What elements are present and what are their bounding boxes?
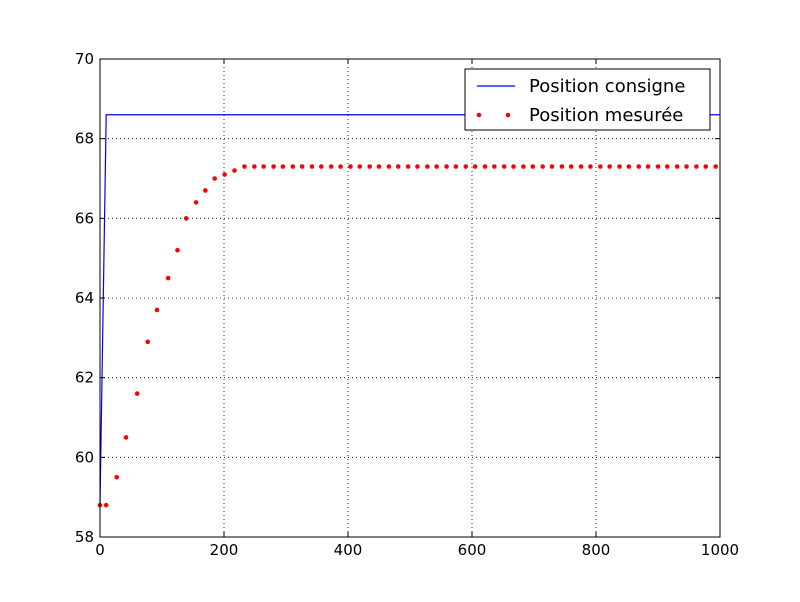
legend-swatch-marker [476, 112, 482, 118]
data-point-mesuree [415, 164, 420, 169]
data-point-mesuree [299, 164, 305, 169]
data-point-mesuree [453, 164, 459, 169]
x-tick-label: 1000 [701, 541, 739, 559]
y-tick-label: 70 [75, 50, 94, 68]
data-point-mesuree [395, 164, 401, 169]
data-point-mesuree [261, 164, 266, 169]
y-tick-label: 66 [75, 209, 94, 227]
data-point-mesuree [252, 164, 257, 169]
data-point-mesuree [578, 164, 584, 169]
data-point-mesuree [280, 164, 286, 169]
x-tick-label: 800 [582, 541, 611, 559]
data-point-mesuree [463, 164, 469, 169]
x-tick-label: 0 [95, 541, 105, 559]
data-point-mesuree [501, 164, 507, 169]
data-point-mesuree [367, 164, 373, 169]
legend-swatch-marker [505, 112, 511, 118]
data-point-mesuree [626, 164, 632, 169]
data-point-mesuree [540, 164, 545, 169]
legend-box [464, 68, 711, 131]
y-tick-label: 68 [75, 130, 94, 148]
data-point-mesuree [357, 164, 363, 169]
y-tick-label: 58 [75, 528, 94, 546]
data-point-mesuree [165, 275, 171, 281]
data-point-mesuree [348, 164, 353, 169]
data-point-mesuree [290, 164, 296, 169]
data-point-mesuree [434, 164, 439, 169]
data-point-mesuree [425, 164, 430, 169]
data-point-mesuree [203, 188, 208, 193]
data-point-mesuree [103, 502, 109, 508]
data-point-mesuree [123, 435, 129, 440]
legend-label: Position mesurée [529, 105, 683, 126]
data-point-mesuree [154, 307, 160, 313]
data-point-mesuree [521, 164, 526, 169]
data-point-mesuree [492, 164, 497, 169]
y-tick-label: 60 [75, 448, 94, 466]
data-point-mesuree [114, 474, 120, 480]
data-point-mesuree [617, 164, 622, 169]
data-point-mesuree [271, 164, 276, 169]
data-point-mesuree [694, 164, 699, 169]
data-point-mesuree [549, 164, 555, 169]
data-point-mesuree [511, 164, 516, 169]
data-point-mesuree [636, 164, 642, 169]
x-tick-label: 200 [210, 541, 239, 559]
data-point-mesuree [134, 391, 140, 396]
data-point-mesuree [472, 164, 478, 169]
data-point-mesuree [338, 164, 343, 169]
data-point-mesuree [713, 164, 718, 169]
y-tick-label: 62 [75, 369, 94, 387]
data-point-mesuree [175, 247, 180, 253]
data-point-mesuree [232, 168, 237, 173]
data-point-mesuree [530, 164, 536, 169]
data-point-mesuree [145, 339, 151, 345]
data-point-mesuree [674, 164, 680, 169]
data-point-mesuree [328, 164, 334, 169]
data-point-mesuree [319, 164, 324, 169]
data-point-mesuree [242, 164, 247, 169]
data-point-mesuree [405, 164, 411, 169]
data-point-mesuree [655, 164, 661, 169]
data-point-mesuree [222, 172, 227, 177]
legend-label: Position consigne [529, 76, 685, 97]
data-point-mesuree [376, 164, 382, 169]
data-point-mesuree [559, 164, 565, 169]
data-point-mesuree [645, 164, 651, 169]
x-tick-label: 600 [458, 541, 487, 559]
data-point-mesuree [607, 164, 612, 169]
data-point-mesuree [482, 164, 488, 169]
data-point-mesuree [193, 200, 199, 205]
y-tick-label: 64 [75, 289, 94, 307]
data-point-mesuree [212, 176, 217, 181]
x-tick-label: 400 [334, 541, 363, 559]
data-point-mesuree [309, 164, 315, 169]
data-point-mesuree [183, 216, 189, 221]
data-point-mesuree [598, 164, 603, 169]
data-point-mesuree [588, 164, 593, 169]
ticks: 0 200 400 600 800 1000 58 60 62 64 66 68 70 [75, 50, 739, 559]
data-point-mesuree [386, 164, 392, 169]
data-point-mesuree [568, 164, 574, 169]
data-point-mesuree [684, 164, 689, 169]
grid [100, 59, 720, 537]
data-point-mesuree [665, 164, 670, 169]
legend: Position consigne Position mesurée [464, 68, 711, 131]
data-point-mesuree [444, 164, 449, 169]
data-point-mesuree [703, 164, 709, 169]
